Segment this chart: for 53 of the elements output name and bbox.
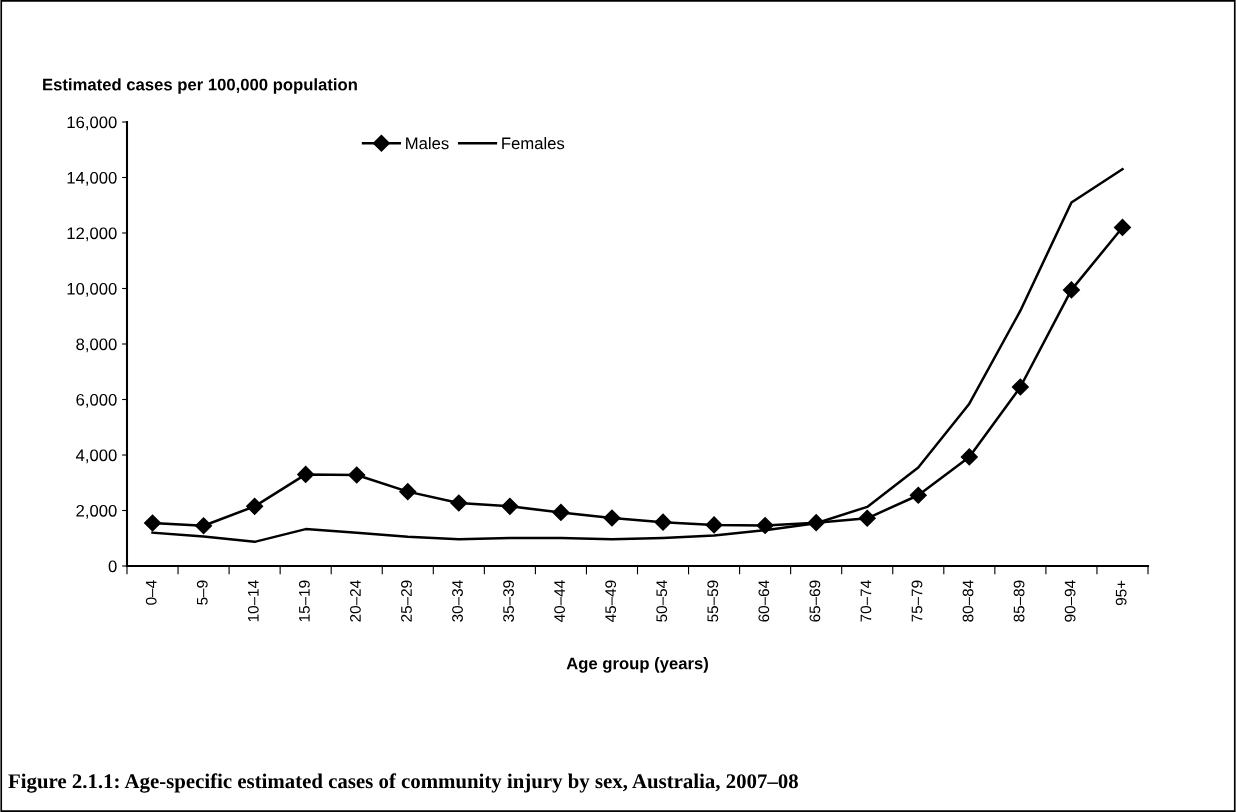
point	[1011, 378, 1029, 396]
x-tick-label: 5–9	[196, 580, 208, 605]
x-tick-label: 50–54	[656, 580, 668, 622]
y-tick-label: 12,000	[67, 227, 117, 242]
point	[858, 509, 876, 527]
point	[297, 465, 315, 483]
y-tick-label: 14,000	[67, 171, 117, 186]
point	[348, 466, 366, 484]
y-tick-label: 0	[108, 560, 117, 573]
point	[450, 494, 468, 512]
legend-label: Females	[502, 137, 565, 150]
x-tick-label: 10–14	[247, 580, 259, 622]
x-tick-label: 80–84	[962, 580, 974, 622]
point	[195, 517, 213, 535]
point	[501, 497, 519, 515]
x-tick-label: 60–64	[758, 580, 770, 622]
x-tick-label: 70–74	[860, 580, 872, 622]
x-tick-label: 35–39	[503, 580, 514, 622]
x-tick-label: 85–89	[1013, 580, 1025, 622]
x-tick-label: 65–69	[809, 580, 821, 622]
x-tick-label: 30–34	[452, 580, 463, 622]
point	[143, 514, 162, 532]
x-tick-label: 55–59	[707, 580, 719, 622]
y-tick-label: 2,000	[76, 504, 117, 519]
x-tick-label: 90–94	[1064, 580, 1076, 622]
point	[1113, 218, 1132, 237]
point	[603, 509, 621, 527]
x-tick-label: 45–49	[605, 580, 617, 623]
y-tick-label: 8,000	[76, 338, 117, 353]
y-tick-label: 10,000	[67, 282, 117, 297]
point	[705, 516, 723, 534]
x-axis-title: Age group (years)	[566, 657, 708, 673]
y-axis-title: Estimated cases per 100,000 population	[43, 78, 357, 94]
y-tick-label: 6,000	[76, 393, 117, 408]
point	[552, 503, 570, 521]
y-tick-label: 4,000	[75, 449, 117, 464]
x-tick-label: 25–29	[401, 580, 412, 622]
legend-label: Males	[406, 137, 449, 150]
point	[399, 483, 417, 501]
x-tick-label: 40–44	[554, 580, 566, 623]
point	[756, 516, 774, 535]
point	[909, 486, 927, 504]
x-tick-label: 95+	[1115, 580, 1127, 606]
text: Figure 2.1.1: Age-specific estimated cases of community injury by sex, Australia, 2007–08	[8, 773, 798, 793]
point	[654, 513, 672, 531]
x-tick-label: 0–4	[145, 580, 157, 605]
point	[246, 497, 264, 515]
x-tick-label: 20–24	[350, 580, 361, 622]
point	[1062, 281, 1080, 299]
x-tick-label: 75–79	[911, 580, 923, 622]
x-tick-label: 15–19	[298, 580, 310, 622]
y-tick-label: 16,000	[67, 116, 117, 131]
point	[960, 448, 978, 466]
